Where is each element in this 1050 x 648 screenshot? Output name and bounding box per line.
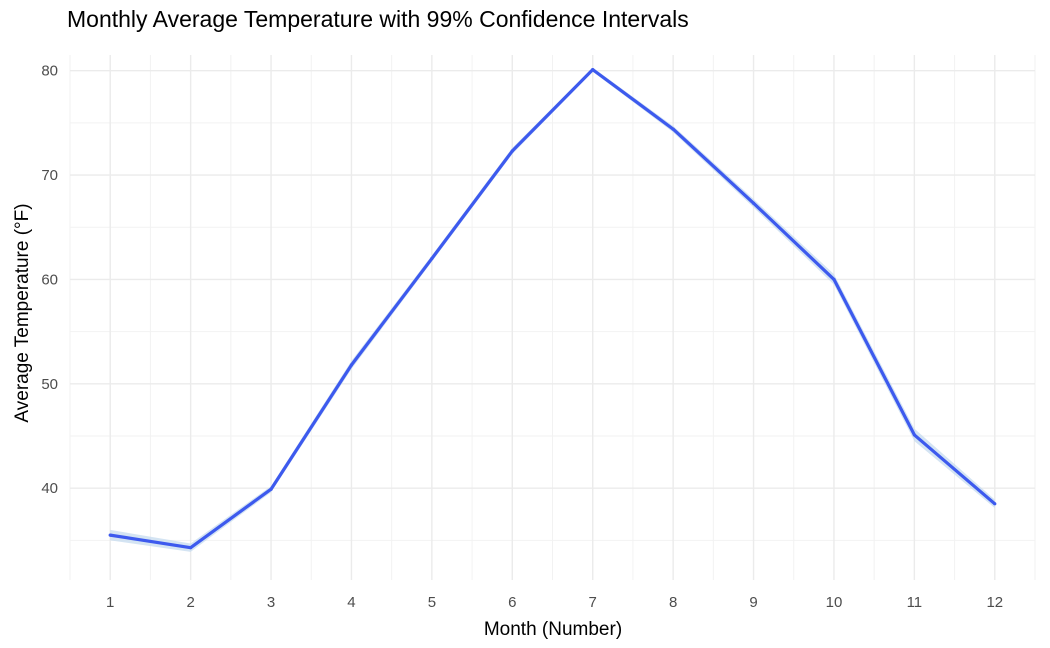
minor-gridlines [69,55,1036,580]
x-tick-label: 12 [986,594,1003,611]
data-point [671,127,675,131]
data-point [832,277,836,282]
chart-title: Monthly Average Temperature with 99% Con… [67,6,689,32]
x-axis-ticks: 1 2 3 4 5 6 7 8 9 10 11 12 [106,594,1003,611]
y-axis-title: Average Temperature (°F) [12,203,33,422]
x-tick-label: 5 [428,594,436,611]
y-tick-label: 70 [41,167,58,184]
x-tick-label: 11 [907,594,923,611]
y-tick-label: 40 [41,480,58,497]
x-tick-label: 3 [267,594,275,611]
series-line-layer [108,68,997,550]
x-tick-label: 10 [826,594,843,611]
data-point [591,68,595,72]
x-tick-label: 2 [186,594,194,611]
data-point [993,502,997,506]
x-tick-label: 9 [749,594,757,611]
x-tick-label: 1 [106,594,114,611]
x-tick-label: 8 [669,594,677,611]
data-point [510,149,514,153]
y-tick-label: 60 [41,271,58,288]
y-tick-label: 50 [41,376,58,393]
data-point [269,487,273,491]
y-tick-label: 80 [41,63,58,80]
data-point [189,546,193,550]
data-point [108,533,112,537]
temperature-line [109,68,996,550]
x-tick-label: 7 [589,594,597,611]
x-tick-label: 6 [508,594,516,611]
x-axis-title: Month (Number) [484,619,622,640]
major-gridlines [70,55,1035,580]
y-axis-ticks: 40 50 60 70 80 [41,63,58,497]
data-point [912,433,916,437]
data-point [430,256,434,261]
data-point [751,201,756,205]
data-point [349,363,354,367]
x-tick-label: 4 [347,594,355,611]
